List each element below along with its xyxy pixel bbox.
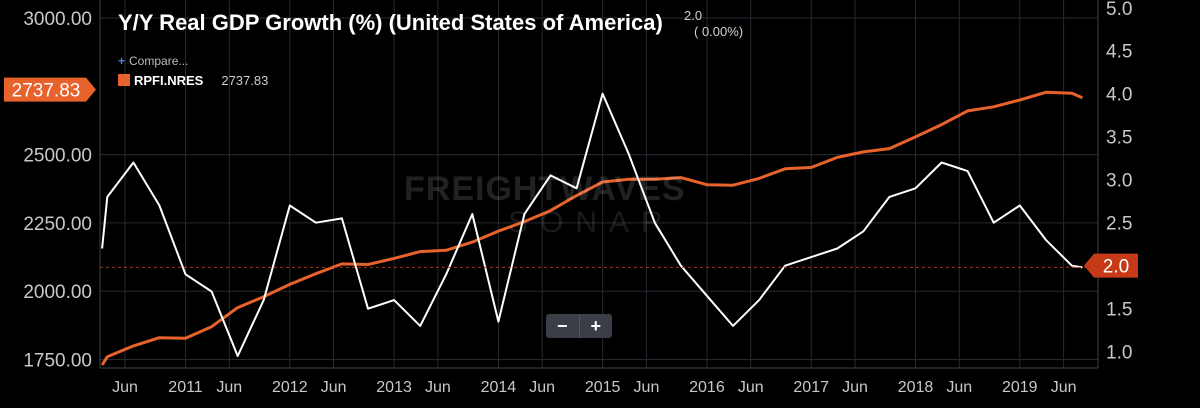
compare-label: Compare...	[129, 54, 189, 68]
chart-title: Y/Y Real GDP Growth (%) (United States o…	[118, 10, 663, 35]
right-tick-label: 3.0	[1106, 171, 1132, 192]
right-tick-label: 4.5	[1106, 42, 1132, 63]
title-change: ( 0.00%)	[694, 24, 744, 39]
right-tick-label: 5.0	[1106, 0, 1132, 20]
title-current-value: 2.0	[684, 8, 703, 23]
left-tick-label: 2500.00	[23, 146, 92, 167]
right-tick-label: 1.5	[1106, 300, 1132, 321]
right-tick-label: 3.5	[1106, 128, 1132, 149]
x-tick-label: Jun	[738, 379, 764, 396]
gdp-series-line	[101, 92, 1083, 357]
left-value-marker	[4, 77, 96, 102]
x-tick-label: Jun	[1051, 379, 1077, 396]
left-value-marker-label: 2737.83	[12, 81, 81, 102]
x-tick-label: 2016	[689, 379, 725, 396]
x-tick-label: 2014	[481, 379, 517, 396]
watermark-sonar: SONAR	[508, 206, 675, 239]
left-tick-label: 3000.00	[23, 9, 92, 30]
legend-value: 2737.83	[221, 73, 269, 88]
x-tick-label: Jun	[112, 379, 138, 396]
x-tick-label: Jun	[216, 379, 242, 396]
axes-layer: 1750.00 2000.00 2250.00 2500.00 3000.00 1.0 1.…	[4, 0, 1138, 396]
right-value-marker-label: 2.0	[1103, 257, 1129, 278]
series-layer	[100, 90, 1098, 366]
x-tick-label: Jun	[321, 379, 347, 396]
zoom-in-button[interactable]: +	[590, 316, 601, 336]
x-tick-label: Jun	[946, 379, 972, 396]
left-tick-label: 2000.00	[23, 282, 92, 303]
right-value-marker	[1084, 253, 1138, 278]
left-tick-label: 1750.00	[23, 351, 92, 372]
gridlines	[99, 0, 1099, 369]
plus-icon: +	[118, 54, 126, 68]
x-tick-label: 2018	[898, 379, 934, 396]
rpfi-series-line	[100, 90, 1084, 366]
x-tick-label: 2017	[793, 379, 829, 396]
x-tick-label: 2011	[168, 379, 203, 396]
right-tick-label: 1.0	[1106, 343, 1132, 364]
x-tick-label: Jun	[425, 379, 451, 396]
left-tick-label: 2250.00	[23, 214, 92, 235]
compare-button[interactable]: + Compare...	[118, 54, 188, 68]
x-tick-label: Jun	[529, 379, 555, 396]
x-tick-label: 2013	[376, 379, 412, 396]
legend-swatch	[118, 74, 130, 86]
zoom-out-button[interactable]: −	[546, 314, 580, 338]
x-tick-label: 2019	[1002, 379, 1038, 396]
legend-name: RPFI.NRES	[134, 73, 204, 88]
zoom-controls: − +	[546, 314, 612, 338]
right-tick-label: 2.5	[1106, 214, 1132, 235]
right-tick-label: 4.0	[1106, 85, 1132, 106]
x-tick-label: 2012	[272, 379, 308, 396]
legend-item-rpfi[interactable]: RPFI.NRES 2737.83	[118, 73, 268, 88]
x-tick-label: 2015	[585, 379, 621, 396]
watermark-logo: FREIGHTWAVES	[404, 170, 686, 208]
x-tick-label: Jun	[634, 379, 660, 396]
x-tick-label: Jun	[842, 379, 868, 396]
